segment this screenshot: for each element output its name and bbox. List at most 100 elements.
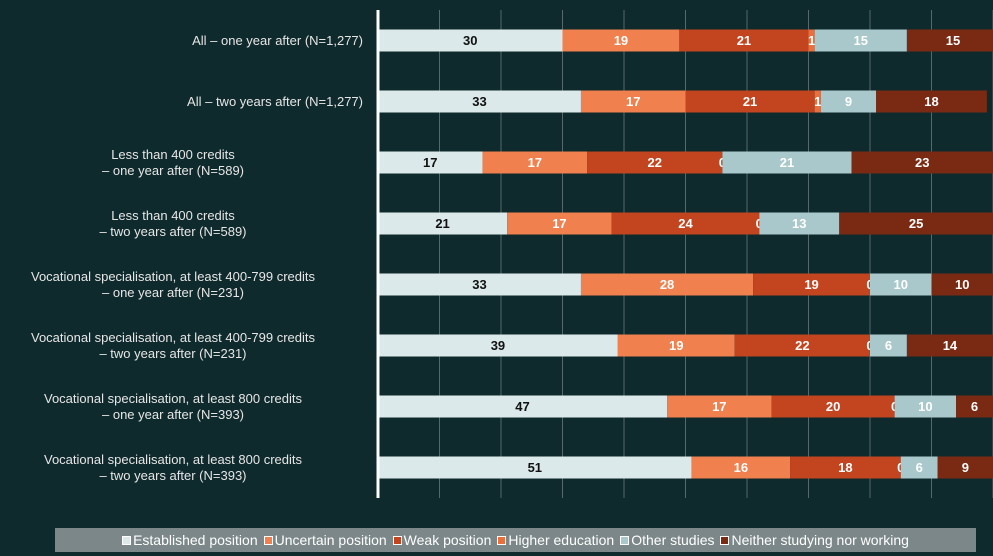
bar-segment bbox=[876, 90, 987, 113]
bar-segment bbox=[378, 273, 581, 296]
legend-item: Neither studying nor working bbox=[720, 532, 909, 548]
data-label: 6 bbox=[885, 338, 892, 353]
bar-segment bbox=[820, 90, 877, 113]
bar-segment bbox=[906, 29, 993, 52]
data-label: 6 bbox=[916, 460, 923, 475]
bar-segment bbox=[482, 151, 588, 174]
legend-swatch bbox=[720, 535, 730, 545]
bar-segment bbox=[378, 29, 563, 52]
bar-segment bbox=[378, 334, 618, 357]
legend-label: Established position bbox=[133, 532, 258, 548]
bar-segment bbox=[870, 334, 907, 357]
data-label: 13 bbox=[792, 216, 806, 231]
data-label: 24 bbox=[678, 216, 693, 231]
data-label: 9 bbox=[845, 94, 852, 109]
data-label: 22 bbox=[795, 338, 809, 353]
bar-segment bbox=[722, 151, 852, 174]
data-label: 22 bbox=[648, 155, 662, 170]
data-label: 33 bbox=[472, 277, 486, 292]
bar-segment bbox=[937, 456, 993, 479]
bar-segment bbox=[851, 151, 993, 174]
bar-segment bbox=[753, 273, 870, 296]
bar-segment bbox=[562, 29, 680, 52]
y-tick-label: Vocational specialisation, at least 400-… bbox=[30, 268, 315, 300]
legend-label: Other studies bbox=[631, 532, 715, 548]
bar-segment bbox=[691, 456, 791, 479]
data-label: 19 bbox=[614, 33, 628, 48]
y-tick-label: Vocational specialisation, at least 800 … bbox=[44, 390, 302, 422]
data-label: 17 bbox=[528, 155, 542, 170]
data-label: 30 bbox=[463, 33, 477, 48]
y-tick-label: Less than 400 credits – two years after … bbox=[99, 207, 247, 239]
bar-segment bbox=[378, 90, 581, 113]
data-label: 21 bbox=[743, 94, 757, 109]
data-label: 20 bbox=[826, 399, 840, 414]
bar-segment bbox=[894, 395, 957, 418]
data-label: 21 bbox=[435, 216, 449, 231]
legend-item: Established position bbox=[122, 532, 258, 548]
legend-swatch bbox=[263, 535, 273, 545]
legend-label: Neither studying nor working bbox=[731, 532, 909, 548]
bar-segment bbox=[685, 90, 815, 113]
legend-label: Higher education bbox=[508, 532, 615, 548]
bar-segment bbox=[734, 334, 870, 357]
data-label: 23 bbox=[915, 155, 929, 170]
bar-segment bbox=[587, 151, 723, 174]
legend-item: Other studies bbox=[620, 532, 714, 548]
bar-segment bbox=[580, 90, 686, 113]
data-label: 17 bbox=[552, 216, 566, 231]
data-label: 6 bbox=[971, 399, 978, 414]
data-label: 16 bbox=[734, 460, 748, 475]
data-label: 10 bbox=[894, 277, 908, 292]
data-label: 25 bbox=[909, 216, 923, 231]
bar-segment bbox=[580, 273, 754, 296]
legend-item: Higher education bbox=[497, 532, 614, 548]
data-label: 17 bbox=[423, 155, 437, 170]
data-label: 1 bbox=[808, 33, 815, 48]
legend: Established position Uncertain position We… bbox=[55, 528, 976, 552]
data-label: 28 bbox=[660, 277, 674, 292]
data-label: 1 bbox=[814, 94, 821, 109]
data-label: 14 bbox=[943, 338, 958, 353]
bar-segment bbox=[906, 334, 993, 357]
bar-segment bbox=[759, 212, 840, 235]
bar-segment bbox=[900, 456, 938, 479]
data-label: 15 bbox=[946, 33, 960, 48]
legend-label: Weak position bbox=[403, 532, 492, 548]
bar-segment bbox=[808, 29, 815, 52]
data-label: 33 bbox=[472, 94, 486, 109]
bar-segment bbox=[790, 456, 901, 479]
bar-segment bbox=[507, 212, 612, 235]
data-label: 21 bbox=[780, 155, 794, 170]
data-label: 17 bbox=[712, 399, 726, 414]
legend-swatch bbox=[497, 535, 507, 545]
legend-swatch bbox=[620, 535, 630, 545]
data-label: 9 bbox=[962, 460, 969, 475]
data-label: 21 bbox=[737, 33, 751, 48]
y-tick-label: Less than 400 credits – one year after (… bbox=[102, 146, 244, 178]
bar-segment bbox=[378, 456, 692, 479]
bar-segment bbox=[839, 212, 993, 235]
data-label: 10 bbox=[918, 399, 932, 414]
legend-item: Weak position bbox=[392, 532, 492, 548]
y-tick-label: All – two years after (N=1,277) bbox=[187, 93, 363, 109]
data-label: 47 bbox=[515, 399, 529, 414]
bar-segment bbox=[378, 395, 668, 418]
bar-segment bbox=[378, 212, 508, 235]
legend-item: Uncertain position bbox=[263, 532, 387, 548]
legend-label: Uncertain position bbox=[274, 532, 387, 548]
bar-segment bbox=[667, 395, 772, 418]
legend-swatch bbox=[122, 535, 132, 545]
y-tick-label: Vocational specialisation, at least 400-… bbox=[30, 329, 315, 361]
bar-segment bbox=[679, 29, 809, 52]
bar-segment bbox=[814, 90, 821, 113]
data-label: 19 bbox=[804, 277, 818, 292]
data-label: 19 bbox=[669, 338, 683, 353]
legend-swatch bbox=[392, 535, 402, 545]
bar-segment bbox=[931, 273, 993, 296]
data-label: 18 bbox=[838, 460, 852, 475]
data-label: 51 bbox=[528, 460, 542, 475]
bar-segment bbox=[611, 212, 760, 235]
